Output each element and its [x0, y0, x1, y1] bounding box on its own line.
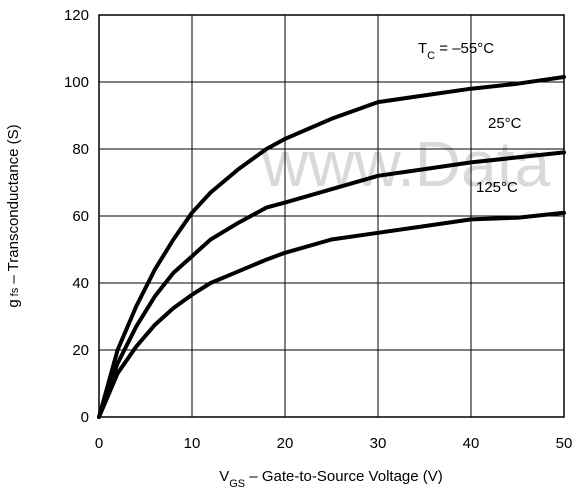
series-label: 125°C [476, 179, 518, 196]
y-tick-label: 0 [81, 409, 89, 426]
watermark: www.Data [261, 128, 551, 200]
series-label: TC = –55°C [418, 40, 494, 62]
y-tick-label: 100 [64, 74, 89, 91]
x-tick-label: 10 [184, 435, 201, 452]
series-line [97, 210, 566, 419]
y-tick-labels: 0 20 40 60 80 100 120 [64, 7, 89, 426]
x-tick-label: 0 [95, 435, 103, 452]
x-axis-label: VGS – Gate-to-Source Voltage (V) [219, 468, 443, 490]
y-tick-label: 60 [72, 208, 89, 225]
x-tick-label: 40 [463, 435, 480, 452]
series-labels: TC = –55°C 25°C 125°C [418, 40, 522, 196]
y-tick-label: 20 [72, 342, 89, 359]
x-tick-label: 50 [556, 435, 573, 452]
y-tick-label: 80 [72, 141, 89, 158]
series-line [97, 150, 566, 419]
x-tick-labels: 0 10 20 30 40 50 [95, 435, 573, 452]
grid [98, 14, 565, 418]
plot-frame [98, 14, 565, 418]
series-label: 25°C [488, 115, 522, 132]
y-axis-label: gfs – Transconductance (S) [5, 124, 22, 307]
curves [97, 75, 566, 419]
series-line [97, 75, 566, 419]
x-tick-label: 20 [277, 435, 294, 452]
y-tick-label: 120 [64, 7, 89, 24]
x-tick-label: 30 [370, 435, 387, 452]
y-tick-label: 40 [72, 275, 89, 292]
